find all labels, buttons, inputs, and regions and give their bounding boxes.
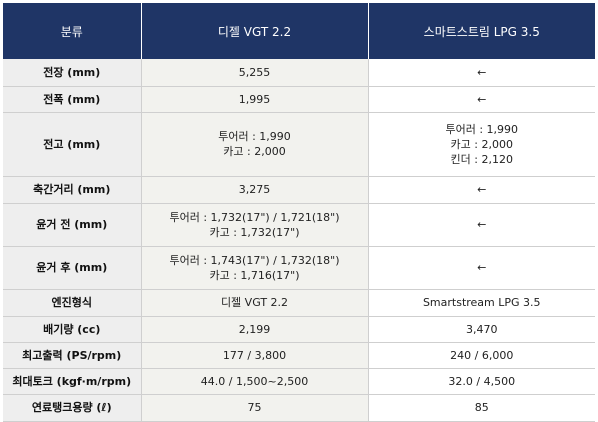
lpg-value-cell: ← — [368, 59, 595, 87]
lpg-value-cell: 85 — [368, 394, 595, 422]
lpg-value-cell: ← — [368, 86, 595, 113]
diesel-value: 75 — [247, 401, 262, 414]
lpg-value: 3,470 — [466, 322, 498, 336]
lpg-value: ← — [477, 183, 487, 196]
table-row: 연료탱크용량 (ℓ) 75 85 — [3, 394, 595, 422]
diesel-value: 5,255 — [238, 65, 271, 79]
diesel-value: 카고 : 2,000 — [223, 145, 286, 158]
table-row: 최대토크 (kgf·m/rpm) 44.0 / 1,500~2,500 32.0 /… — [3, 368, 595, 395]
diesel-value-cell: 5,255 — [141, 59, 369, 87]
lpg-value-cell: ← — [368, 203, 595, 247]
spec-table: 분류 디젤 VGT 2.2 스마트스트림 LPG 3.5 전장 (mm) 5,25… — [3, 3, 595, 422]
table-row: 윤거 후 (mm) 투어러 : 1,743(17") / 1,732(18") 카고… — [3, 246, 595, 290]
header-diesel: 디젤 VGT 2.2 — [141, 3, 369, 59]
diesel-value-cell: 투어러 : 1,743(17") / 1,732(18") 카고 : 1,716(… — [141, 246, 369, 290]
header-lpg: 스마트스트림 LPG 3.5 — [368, 3, 595, 59]
diesel-value-cell: 투어러 : 1,990 카고 : 2,000 — [141, 112, 369, 177]
lpg-value-cell: ← — [368, 246, 595, 290]
lpg-value-cell: 3,470 — [368, 316, 595, 343]
row-label: 축간거리 (mm) — [3, 176, 142, 204]
table-header-row: 분류 디젤 VGT 2.2 스마트스트림 LPG 3.5 — [3, 3, 595, 59]
diesel-value-cell: 75 — [141, 394, 369, 422]
diesel-value-cell: 투어러 : 1,732(17") / 1,721(18") 카고 : 1,732(… — [141, 203, 369, 247]
row-label: 엔진형식 — [3, 289, 142, 317]
row-label: 최대토크 (kgf·m/rpm) — [3, 368, 142, 395]
row-label: 윤거 전 (mm) — [3, 203, 142, 247]
table-row: 배기량 (cc) 2,199 3,470 — [3, 316, 595, 343]
diesel-value-cell: 44.0 / 1,500~2,500 — [141, 368, 369, 395]
row-label: 전장 (mm) — [3, 59, 142, 87]
diesel-value: 2,199 — [238, 322, 271, 336]
row-label: 윤거 후 (mm) — [3, 246, 142, 290]
diesel-value: 177 / 3,800 — [222, 348, 287, 362]
table-row: 전고 (mm) 투어러 : 1,990 카고 : 2,000 투어러 : 1,990 카… — [3, 112, 595, 177]
diesel-value: 1,995 — [238, 92, 271, 106]
lpg-value-cell: 투어러 : 1,990 카고 : 2,000 킨더 : 2,120 — [368, 112, 595, 177]
diesel-value: 카고 : 1,732(17") — [209, 225, 300, 239]
table-row: 축간거리 (mm) 3,275 ← — [3, 176, 595, 204]
lpg-value: ← — [477, 92, 487, 106]
diesel-value-cell: 디젤 VGT 2.2 — [141, 289, 369, 317]
diesel-value-cell: 177 / 3,800 — [141, 342, 369, 369]
lpg-value: 32.0 / 4,500 — [448, 374, 516, 388]
table-row: 윤거 전 (mm) 투어러 : 1,732(17") / 1,721(18") 카고… — [3, 203, 595, 247]
diesel-value: 카고 : 1,716(17") — [209, 268, 300, 282]
diesel-value: 디젤 VGT 2.2 — [220, 296, 289, 309]
lpg-value-cell: 32.0 / 4,500 — [368, 368, 595, 395]
lpg-value: 투어러 : 1,990 — [445, 122, 519, 136]
lpg-value: 킨더 : 2,120 — [450, 152, 513, 166]
table-row: 전폭 (mm) 1,995 ← — [3, 86, 595, 113]
row-label: 연료탱크용량 (ℓ) — [3, 394, 142, 422]
lpg-value-cell: Smartstream LPG 3.5 — [368, 289, 595, 317]
diesel-value: 3,275 — [238, 183, 271, 196]
row-label: 전폭 (mm) — [3, 86, 142, 113]
lpg-value: ← — [477, 218, 487, 231]
spec-table-container: 분류 디젤 VGT 2.2 스마트스트림 LPG 3.5 전장 (mm) 5,25… — [3, 3, 595, 422]
row-label: 전고 (mm) — [3, 112, 142, 177]
lpg-value: ← — [477, 261, 487, 274]
diesel-value: 투어러 : 1,732(17") / 1,721(18") — [169, 210, 340, 224]
diesel-value: 44.0 / 1,500~2,500 — [200, 374, 309, 388]
table-row: 전장 (mm) 5,255 ← — [3, 59, 595, 87]
diesel-value-cell: 2,199 — [141, 316, 369, 343]
lpg-value: 240 / 6,000 — [450, 348, 514, 362]
lpg-value: ← — [477, 65, 487, 79]
diesel-value: 투어러 : 1,743(17") / 1,732(18") — [169, 253, 340, 267]
row-label: 최고출력 (PS/rpm) — [3, 342, 142, 369]
diesel-value-cell: 3,275 — [141, 176, 369, 204]
lpg-value: 85 — [474, 401, 489, 414]
diesel-value: 투어러 : 1,990 — [218, 130, 291, 143]
lpg-value: 카고 : 2,000 — [450, 137, 513, 151]
row-label: 배기량 (cc) — [3, 316, 142, 343]
table-body: 전장 (mm) 5,255 ← 전폭 (mm) 1,995 ← 전고 (mm) 투어러 : 1… — [3, 59, 595, 422]
lpg-value: Smartstream LPG 3.5 — [422, 296, 541, 309]
diesel-value-cell: 1,995 — [141, 86, 369, 113]
table-row: 최고출력 (PS/rpm) 177 / 3,800 240 / 6,000 — [3, 342, 595, 369]
header-category: 분류 — [3, 3, 142, 59]
lpg-value-cell: ← — [368, 176, 595, 204]
lpg-value-cell: 240 / 6,000 — [368, 342, 595, 369]
table-row: 엔진형식 디젤 VGT 2.2 Smartstream LPG 3.5 — [3, 289, 595, 317]
